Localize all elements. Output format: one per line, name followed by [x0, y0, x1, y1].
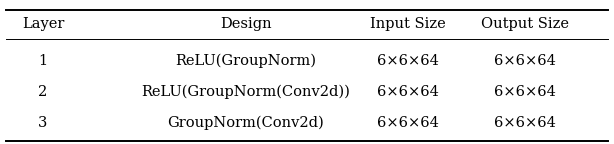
Text: 6×6×64: 6×6×64	[378, 116, 439, 130]
Text: Design: Design	[220, 17, 271, 32]
Text: 6×6×64: 6×6×64	[378, 85, 439, 99]
Text: 3: 3	[38, 116, 48, 130]
Text: Layer: Layer	[21, 17, 64, 32]
Text: Input Size: Input Size	[370, 17, 446, 32]
Text: 6×6×64: 6×6×64	[494, 85, 556, 99]
Text: ReLU(GroupNorm): ReLU(GroupNorm)	[175, 54, 316, 68]
Text: 6×6×64: 6×6×64	[494, 116, 556, 130]
Text: 2: 2	[38, 85, 48, 99]
Text: ReLU(GroupNorm(Conv2d)): ReLU(GroupNorm(Conv2d))	[141, 85, 350, 99]
Text: 6×6×64: 6×6×64	[494, 54, 556, 68]
Text: Output Size: Output Size	[481, 17, 569, 32]
Text: 1: 1	[39, 54, 47, 68]
Text: 6×6×64: 6×6×64	[378, 54, 439, 68]
Text: GroupNorm(Conv2d): GroupNorm(Conv2d)	[167, 116, 324, 130]
